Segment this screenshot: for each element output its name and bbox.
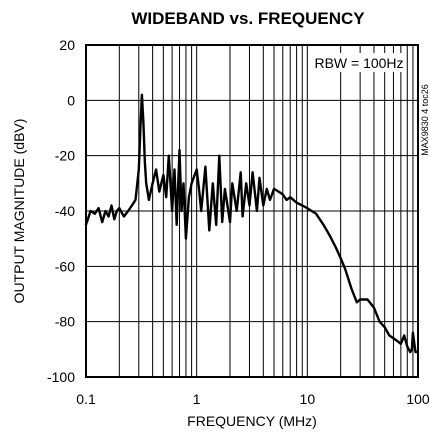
plot-frame [85,44,419,378]
figure-code: MAX9830 4 toc26 [420,84,430,156]
y-tick-label: 0 [67,92,75,108]
y-tick-label: 20 [59,37,75,53]
y-tick-label: -100 [47,369,75,385]
x-tick-label: 10 [300,391,316,407]
y-axis-label: OUTPUT MAGNITUDE (dBV) [11,119,27,304]
x-axis-label: FREQUENCY (MHz) [187,413,317,429]
x-tick-labels: 0.1 1 10 100 [76,391,430,407]
x-tick-label: 1 [193,391,201,407]
y-tick-label: -20 [55,148,75,164]
x-tick-label: 100 [406,391,430,407]
y-tick-label: -60 [55,258,75,274]
y-tick-labels: 20 0 -20 -40 -60 -80 -100 [47,37,75,385]
grid [86,45,418,377]
x-tick-label: 0.1 [76,391,96,407]
chart-title: WIDEBAND vs. FREQUENCY [131,9,365,28]
series-line [84,93,420,354]
annotation-bg [311,53,406,72]
y-tick-label: -80 [55,314,75,330]
y-tick-label: -40 [55,203,75,219]
rbw-annotation: RBW = 100Hz [314,55,403,71]
